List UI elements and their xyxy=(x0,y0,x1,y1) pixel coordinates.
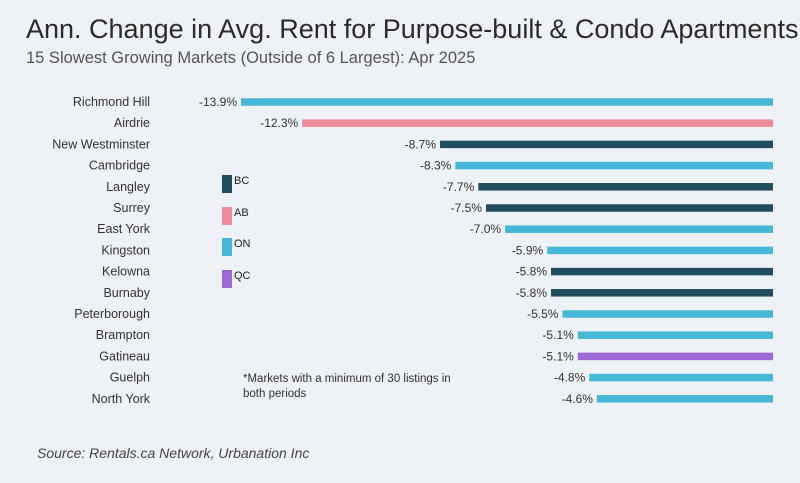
bar xyxy=(547,246,773,255)
legend-label-bc: BC xyxy=(234,175,250,187)
value-label: -8.7% xyxy=(405,137,437,151)
footnote: *Markets with a minimum of 30 listings i… xyxy=(243,373,451,400)
chart-subtitle: 15 Slowest Growing Markets (Outside of 6… xyxy=(26,49,476,67)
category-label: North York xyxy=(92,392,151,406)
bar xyxy=(562,310,773,318)
value-label: -7.7% xyxy=(443,180,475,194)
category-label: East York xyxy=(97,222,151,236)
value-label: -5.1% xyxy=(542,328,574,342)
value-label: -4.6% xyxy=(562,392,594,406)
value-label: -7.0% xyxy=(470,222,502,236)
legend-label-qc: QC xyxy=(234,270,251,282)
bar xyxy=(589,373,773,382)
bar xyxy=(485,204,773,212)
category-label: New Westminster xyxy=(52,137,150,151)
category-label: Richmond Hill xyxy=(73,95,150,109)
category-label: Airdrie xyxy=(114,116,150,130)
bar xyxy=(551,267,773,276)
category-label: Cambridge xyxy=(89,159,150,173)
bar xyxy=(455,161,773,170)
legend-label-on: ON xyxy=(234,238,251,250)
bar xyxy=(551,289,773,297)
category-label: Kingston xyxy=(101,243,150,257)
legend-swatch-qc xyxy=(222,270,232,288)
value-label: -4.8% xyxy=(554,371,586,385)
category-label: Gatineau xyxy=(99,349,150,363)
value-label: -5.5% xyxy=(527,307,559,321)
bar xyxy=(577,331,773,339)
chart-title: Ann. Change in Avg. Rent for Purpose-bui… xyxy=(26,14,799,44)
legend-label-ab: AB xyxy=(234,207,249,219)
category-label: Surrey xyxy=(113,201,151,215)
value-label: -8.3% xyxy=(420,159,452,173)
category-label: Kelowna xyxy=(102,265,150,279)
category-label: Peterborough xyxy=(74,307,150,321)
category-label: Burnaby xyxy=(103,286,150,300)
category-label: Langley xyxy=(106,180,151,194)
value-label: -13.9% xyxy=(199,95,237,109)
value-label: -5.8% xyxy=(516,286,548,300)
bar xyxy=(478,183,773,191)
value-label: -7.5% xyxy=(451,201,483,215)
bar xyxy=(440,140,773,149)
value-label: -5.8% xyxy=(516,265,548,279)
value-label: -5.1% xyxy=(542,349,574,363)
bar xyxy=(241,98,773,106)
source-credit: Source: Rentals.ca Network, Urbanation I… xyxy=(37,445,310,461)
legend-swatch-bc xyxy=(222,175,232,193)
bar xyxy=(577,352,773,361)
value-label: -12.3% xyxy=(260,116,298,130)
bar xyxy=(505,225,773,233)
legend-swatch-ab xyxy=(222,207,232,225)
bar xyxy=(302,119,773,127)
value-label: -5.9% xyxy=(512,243,544,257)
legend-swatch-on xyxy=(222,238,232,256)
category-label: Guelph xyxy=(110,371,150,385)
category-label: Brampton xyxy=(96,328,150,342)
bar xyxy=(596,395,773,403)
